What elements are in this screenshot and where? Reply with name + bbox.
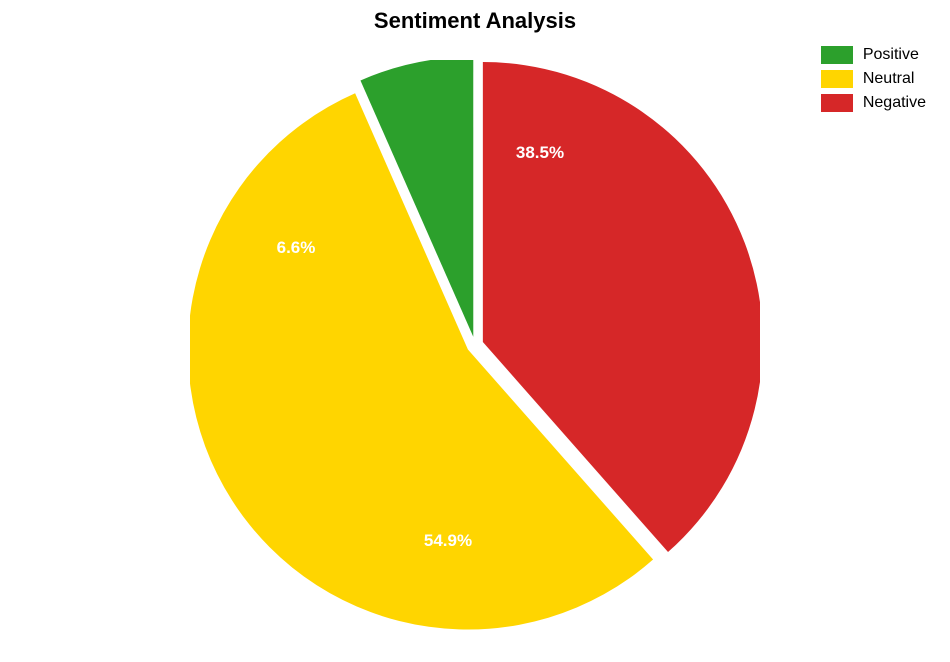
legend: Positive Neutral Negative xyxy=(821,46,926,118)
legend-label: Positive xyxy=(863,46,919,64)
slice-label-negative: 38.5% xyxy=(516,143,564,163)
pie-svg xyxy=(190,60,760,630)
legend-swatch xyxy=(821,70,853,88)
sentiment-pie-chart: Sentiment Analysis 38.5% 54.9% 6.6% Positi… xyxy=(0,0,950,662)
slice-label-positive: 6.6% xyxy=(277,238,316,258)
chart-title: Sentiment Analysis xyxy=(0,8,950,34)
legend-item-positive: Positive xyxy=(821,46,926,64)
legend-swatch xyxy=(821,46,853,64)
legend-swatch xyxy=(821,94,853,112)
legend-item-neutral: Neutral xyxy=(821,70,926,88)
legend-item-negative: Negative xyxy=(821,94,926,112)
legend-label: Neutral xyxy=(863,70,915,88)
legend-label: Negative xyxy=(863,94,926,112)
slice-label-neutral: 54.9% xyxy=(424,531,472,551)
